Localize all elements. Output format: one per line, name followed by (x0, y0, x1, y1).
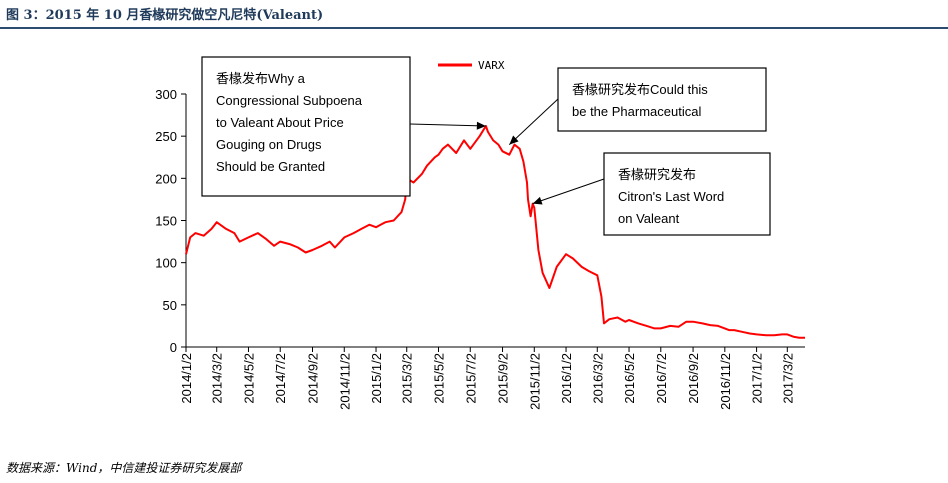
x-tick-label: 2016/5/2 (622, 353, 637, 404)
x-tick-label: 2015/3/2 (400, 353, 415, 404)
x-tick-label: 2014/11/2 (337, 353, 352, 410)
legend: VARX (438, 59, 505, 72)
annotation-text-line: 香椽研究发布 (618, 167, 696, 182)
title-rule (0, 27, 948, 29)
y-tick-label: 150 (155, 214, 177, 229)
x-tick-label: 2015/11/2 (527, 353, 542, 410)
x-tick-label: 2017/1/2 (750, 353, 765, 404)
x-tick-label: 2017/3/2 (780, 353, 795, 404)
annotation-text-line: Should be Granted (216, 159, 325, 174)
series-layer (185, 125, 805, 339)
x-axis: 2014/1/2 2014/3/2 2014/5/2 2014/7/2 2014/9/2… (179, 346, 805, 410)
annotation-2: 香椽研究发布Could this be the Pharmaceutical (508, 67, 767, 145)
annotation-text-line: be the Pharmaceutical (572, 104, 701, 119)
y-tick-label: 200 (155, 171, 177, 186)
annotation-arrow (532, 178, 605, 205)
y-tick-label: 100 (155, 256, 177, 271)
source-note: 数据来源：Wind，中信建投证券研究发展部 (6, 461, 242, 475)
annotation-text-line: 香椽研究发布Could this (572, 82, 708, 97)
annotation-text-line: on Valeant (618, 211, 680, 226)
annotation-arrowhead (476, 121, 486, 130)
x-tick-label: 2015/1/2 (369, 353, 384, 404)
y-tick-label: 300 (155, 87, 177, 102)
x-tick-label: 2016/7/2 (654, 353, 669, 404)
x-tick-label: 2016/11/2 (718, 353, 733, 410)
annotation-text-line: to Valeant About Price (216, 115, 344, 130)
annotation-1: 香椽发布Why a Congressional Subpoena to Valean… (201, 56, 486, 197)
x-tick-label: 2016/3/2 (590, 353, 605, 404)
x-tick-label: 2016/9/2 (686, 353, 701, 404)
annotation-arrow (508, 98, 559, 145)
annotation-box (603, 152, 771, 236)
annotation-box (201, 56, 411, 197)
x-tick-label: 2015/5/2 (431, 353, 446, 404)
annotation-text-line: 香椽发布Why a (216, 71, 306, 86)
annotation-box (557, 67, 767, 132)
x-tick-label: 2014/3/2 (210, 353, 225, 404)
annotation-text-line: Gouging on Drugs (216, 137, 322, 152)
annotation-arrow (409, 123, 486, 127)
annotation-3: 香椽研究发布 Citron's Last Word on Valeant (532, 152, 771, 236)
y-axis: 0 50 100 150 200 250 300 (155, 87, 187, 355)
annotation-arrowhead (509, 135, 519, 145)
annotation-layer: 香椽发布Why a Congressional Subpoena to Valean… (201, 56, 771, 236)
series-line-varx (185, 125, 805, 339)
y-tick-label: 50 (163, 298, 177, 313)
annotation-text-line: Congressional Subpoena (216, 93, 363, 108)
x-tick-label: 2015/9/2 (496, 353, 511, 404)
x-tick-label: 2014/1/2 (179, 353, 194, 404)
annotation-arrowhead (532, 196, 543, 205)
x-tick-label: 2014/5/2 (241, 353, 256, 404)
x-tick-label: 2014/7/2 (273, 353, 288, 404)
y-tick-label: 250 (155, 129, 177, 144)
y-tick-label: 0 (170, 340, 177, 355)
x-tick-label: 2014/9/2 (306, 353, 321, 404)
annotation-text-line: Citron's Last Word (618, 189, 724, 204)
x-tick-label: 2015/7/2 (463, 353, 478, 404)
figure-title: 图 3：2015 年 10 月香椽研究做空凡尼特(Valeant) (6, 8, 324, 23)
x-tick-label: 2016/1/2 (559, 353, 574, 404)
legend-label: VARX (478, 59, 505, 72)
